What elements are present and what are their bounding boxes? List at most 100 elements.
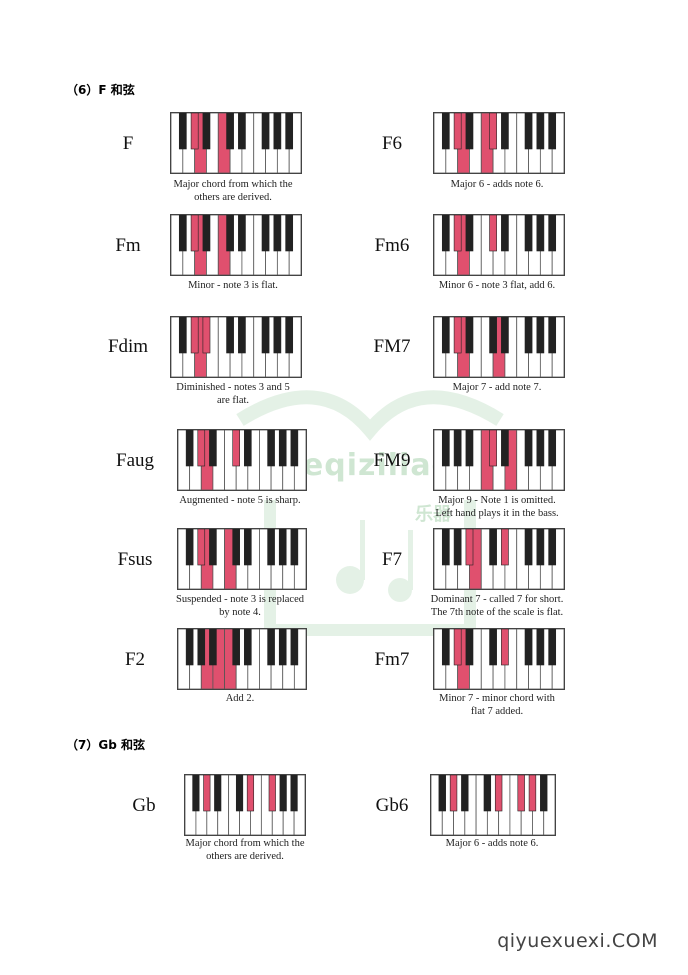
black-key — [290, 529, 299, 566]
black-key — [453, 215, 462, 252]
black-key — [441, 317, 450, 354]
chord-caption: Dominant 7 - called 7 for short. The 7th … — [412, 593, 582, 619]
black-key — [501, 430, 509, 467]
black-key — [548, 215, 557, 252]
black-key — [238, 215, 246, 252]
black-key — [441, 430, 450, 467]
black-key — [278, 529, 287, 566]
black-key — [524, 430, 533, 467]
section-title-gb: （7）Gb 和弦 — [66, 738, 145, 752]
black-key — [178, 317, 187, 354]
black-key — [548, 430, 557, 467]
black-key — [202, 215, 211, 252]
chord-name: Faug — [116, 450, 154, 471]
chord-caption: Major 7 - add note 7. — [412, 381, 582, 394]
chord-name: FM9 — [373, 450, 411, 471]
black-key — [285, 215, 294, 252]
chord-name: F7 — [381, 549, 403, 570]
black-key — [197, 529, 206, 566]
black-key — [246, 775, 255, 812]
section-title-f: （6）F 和弦 — [66, 83, 135, 97]
black-key — [285, 113, 294, 150]
black-key — [238, 113, 246, 150]
black-key — [489, 317, 497, 354]
black-key — [192, 775, 200, 812]
black-key — [190, 215, 199, 252]
keyboard-diagram — [433, 528, 565, 590]
black-key — [290, 629, 299, 666]
black-key — [494, 775, 503, 812]
black-key — [501, 317, 509, 354]
chord-name: F6 — [381, 133, 403, 154]
chord-name: Gb — [132, 795, 156, 816]
caption-line: Major chord from which the — [185, 838, 305, 849]
chord-name: FM7 — [373, 336, 411, 357]
black-key — [244, 430, 252, 467]
chord-name: Fm — [115, 235, 141, 256]
black-key — [465, 317, 474, 354]
caption-line: Major 7 - add note 7. — [452, 382, 542, 393]
black-key — [441, 529, 450, 566]
caption-line: Major 6 - adds note 6. — [445, 838, 539, 849]
black-key — [465, 529, 474, 566]
black-key — [540, 775, 548, 812]
chord-name: Gb6 — [375, 795, 409, 816]
black-key — [524, 113, 533, 150]
chord-caption: Suspended - note 3 is replaced by note 4. — [155, 593, 325, 619]
black-key — [453, 317, 462, 354]
black-key — [203, 775, 211, 812]
black-key — [453, 529, 462, 566]
black-key — [202, 317, 211, 354]
caption-line: Augmented - note 5 is sharp. — [179, 495, 301, 506]
black-key — [185, 430, 194, 467]
keyboard-diagram — [433, 316, 565, 378]
black-key — [465, 113, 474, 150]
black-key — [461, 775, 469, 812]
chord-name: Fdim — [107, 336, 149, 357]
black-key — [226, 317, 234, 354]
black-key — [209, 430, 217, 467]
black-key — [261, 317, 270, 354]
keyboard-diagram — [433, 214, 565, 276]
black-key — [185, 529, 194, 566]
chord-caption: Minor - note 3 is flat. — [148, 279, 318, 292]
black-key — [489, 430, 497, 467]
caption-line: Dominant 7 - called 7 for short. — [430, 594, 564, 605]
keyboard-diagram — [170, 112, 302, 174]
black-key — [536, 629, 545, 666]
caption-line: Add 2. — [225, 693, 255, 704]
footer-site: qiyuexuexi.COM — [497, 930, 658, 952]
black-key — [232, 629, 240, 666]
chord-caption: Major chord from which the others are der… — [148, 178, 318, 204]
black-key — [501, 529, 509, 566]
black-key — [489, 529, 497, 566]
black-key — [465, 215, 474, 252]
caption-line: Major chord from which the — [173, 179, 293, 190]
black-key — [548, 317, 557, 354]
chord-name: Fm7 — [374, 649, 410, 670]
black-key — [524, 529, 533, 566]
chord-caption: Diminished - notes 3 and 5 are flat. — [148, 381, 318, 407]
black-key — [238, 317, 246, 354]
black-key — [273, 317, 282, 354]
black-key — [536, 430, 545, 467]
black-key — [178, 113, 187, 150]
black-key — [548, 529, 557, 566]
chord-caption: Major 6 - adds note 6. — [407, 837, 577, 850]
black-key — [278, 629, 287, 666]
black-key — [267, 629, 275, 666]
black-key — [244, 629, 252, 666]
keyboard-diagram — [430, 774, 556, 836]
chord-name: Fsus — [117, 549, 153, 570]
black-key — [209, 529, 217, 566]
black-key — [548, 629, 557, 666]
keyboard-diagram — [170, 214, 302, 276]
black-key — [273, 215, 282, 252]
keyboard-diagram — [433, 628, 565, 690]
keyboard-diagram — [170, 316, 302, 378]
black-key — [267, 430, 275, 467]
caption-line: Minor 6 - note 3 flat, add 6. — [438, 280, 556, 291]
black-key — [536, 113, 545, 150]
black-key — [290, 430, 299, 467]
black-key — [232, 529, 240, 566]
